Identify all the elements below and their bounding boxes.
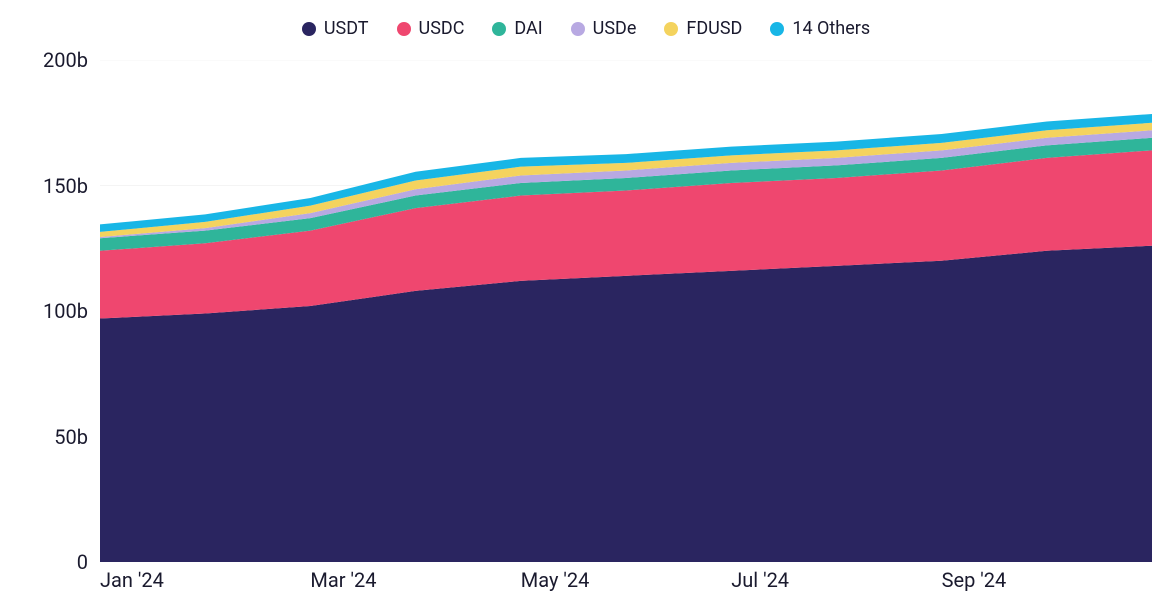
y-tick-label: 150b bbox=[43, 174, 88, 198]
legend-item[interactable]: USDC bbox=[397, 18, 465, 39]
legend-label: USDT bbox=[324, 18, 369, 39]
legend-swatch bbox=[770, 22, 784, 36]
legend-swatch bbox=[571, 22, 585, 36]
x-tick-label: Jan '24 bbox=[100, 568, 164, 592]
plot-svg bbox=[100, 60, 1152, 562]
legend-item[interactable]: USDT bbox=[302, 18, 369, 39]
x-axis: Jan '24 Mar '24 May '24 Jul '24 Sep '24 bbox=[100, 562, 1152, 602]
stacked-areas bbox=[100, 114, 1152, 562]
legend-swatch bbox=[664, 22, 678, 36]
stacked-area-chart: USDT USDC DAI USDe FDUSD 14 Others 0 50b 100b 15… bbox=[0, 0, 1172, 602]
legend-label: USDe bbox=[593, 18, 637, 39]
legend-item[interactable]: FDUSD bbox=[664, 18, 742, 39]
x-tick-label: May '24 bbox=[521, 568, 590, 592]
y-tick-label: 200b bbox=[43, 48, 88, 72]
legend-item[interactable]: 14 Others bbox=[770, 18, 870, 39]
legend-item[interactable]: USDe bbox=[571, 18, 637, 39]
legend-label: 14 Others bbox=[792, 18, 870, 39]
y-tick-label: 50b bbox=[54, 425, 88, 449]
y-tick-label: 0 bbox=[77, 550, 88, 574]
legend-swatch bbox=[397, 22, 411, 36]
legend-swatch bbox=[492, 22, 506, 36]
legend-label: DAI bbox=[514, 18, 542, 39]
legend-swatch bbox=[302, 22, 316, 36]
legend-item[interactable]: DAI bbox=[492, 18, 542, 39]
legend-label: FDUSD bbox=[686, 18, 742, 39]
legend-label: USDC bbox=[419, 18, 465, 39]
plot-area bbox=[100, 60, 1152, 562]
x-tick-label: Mar '24 bbox=[310, 568, 376, 592]
y-tick-label: 100b bbox=[43, 299, 88, 323]
legend: USDT USDC DAI USDe FDUSD 14 Others bbox=[0, 18, 1172, 39]
x-tick-label: Jul '24 bbox=[731, 568, 789, 592]
x-tick-label: Sep '24 bbox=[942, 568, 1007, 592]
y-axis: 050b100b150b200b bbox=[0, 60, 100, 562]
